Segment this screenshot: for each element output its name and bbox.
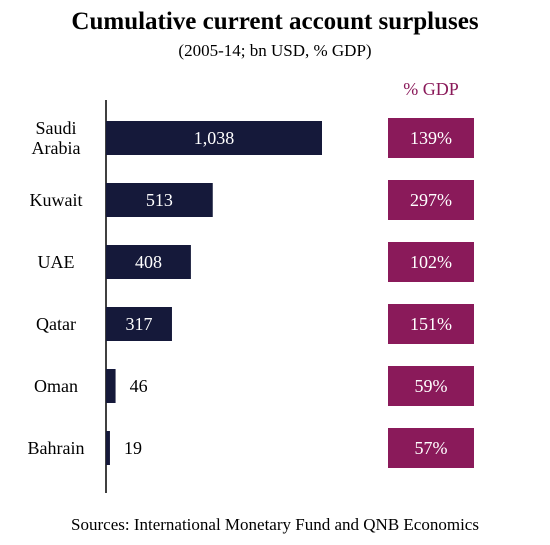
category-label: Kuwait — [30, 190, 83, 210]
bar — [106, 183, 213, 217]
gdp-box — [388, 428, 474, 468]
bar-value-label: 46 — [130, 376, 148, 396]
bar — [106, 245, 191, 279]
gdp-box — [388, 366, 474, 406]
bar-value-label: 1,038 — [194, 128, 235, 148]
bar — [106, 121, 322, 155]
bar-value-label: 19 — [124, 438, 142, 458]
gdp-value-label: 151% — [410, 314, 452, 334]
category-label: Qatar — [36, 314, 76, 334]
chart-title: Cumulative current account surpluses — [71, 8, 479, 35]
bar — [106, 369, 116, 403]
gdp-box — [388, 180, 474, 220]
bar-value-label: 513 — [146, 190, 173, 210]
bar — [106, 307, 172, 341]
bar — [106, 431, 110, 465]
gdp-box — [388, 304, 474, 344]
gdp-value-label: 59% — [415, 376, 448, 396]
source-note: Sources: International Monetary Fund and… — [71, 515, 479, 534]
category-label: Saudi Arabia — [32, 118, 81, 158]
gdp-value-label: 57% — [415, 438, 448, 458]
gdp-value-label: 139% — [410, 128, 452, 148]
gdp-value-label: 297% — [410, 190, 452, 210]
gdp-value-label: 102% — [410, 252, 452, 272]
category-label: Bahrain — [28, 438, 85, 458]
bar-value-label: 408 — [135, 252, 162, 272]
bar-value-label: 317 — [125, 314, 152, 334]
gdp-box — [388, 242, 474, 282]
gdp-box — [388, 118, 474, 158]
category-label: UAE — [38, 252, 75, 272]
gdp-column-header: % GDP — [403, 79, 459, 99]
chart-subtitle: (2005-14; bn USD, % GDP) — [178, 41, 372, 60]
category-label: Oman — [34, 376, 78, 396]
